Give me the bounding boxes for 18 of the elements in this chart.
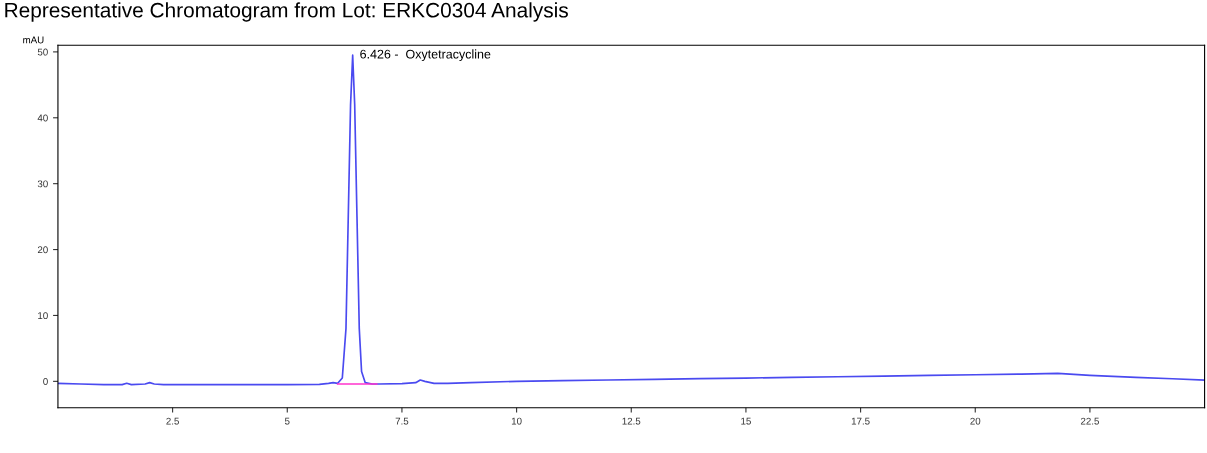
x-tick-label: 17.5 bbox=[851, 417, 870, 425]
x-tick-label: 12.5 bbox=[622, 417, 641, 425]
x-tick-label: 5 bbox=[284, 417, 290, 425]
x-tick-label: 15 bbox=[741, 417, 751, 425]
x-tick-label: 22.5 bbox=[1080, 417, 1099, 425]
y-axis-title: mAU bbox=[23, 36, 44, 44]
x-tick-label: 10 bbox=[511, 417, 522, 425]
x-tick-label: 7.5 bbox=[395, 417, 409, 425]
annotation: 6.426 - Oxytetracycline bbox=[360, 49, 491, 62]
y-tick-label: 50 bbox=[37, 48, 48, 56]
y-tick-label: 30 bbox=[37, 180, 48, 188]
y-tick-label: 20 bbox=[37, 246, 48, 254]
chart-title: Representative Chromatogram from Lot: ERKC0304 Analysis bbox=[5, 2, 568, 22]
y-tick-label: 40 bbox=[37, 114, 48, 122]
x-tick-label: 2.5 bbox=[166, 417, 179, 425]
y-tick-label: 10 bbox=[38, 312, 48, 320]
x-tick-label: 20 bbox=[970, 417, 981, 425]
y-tick-label: 0 bbox=[43, 378, 48, 385]
